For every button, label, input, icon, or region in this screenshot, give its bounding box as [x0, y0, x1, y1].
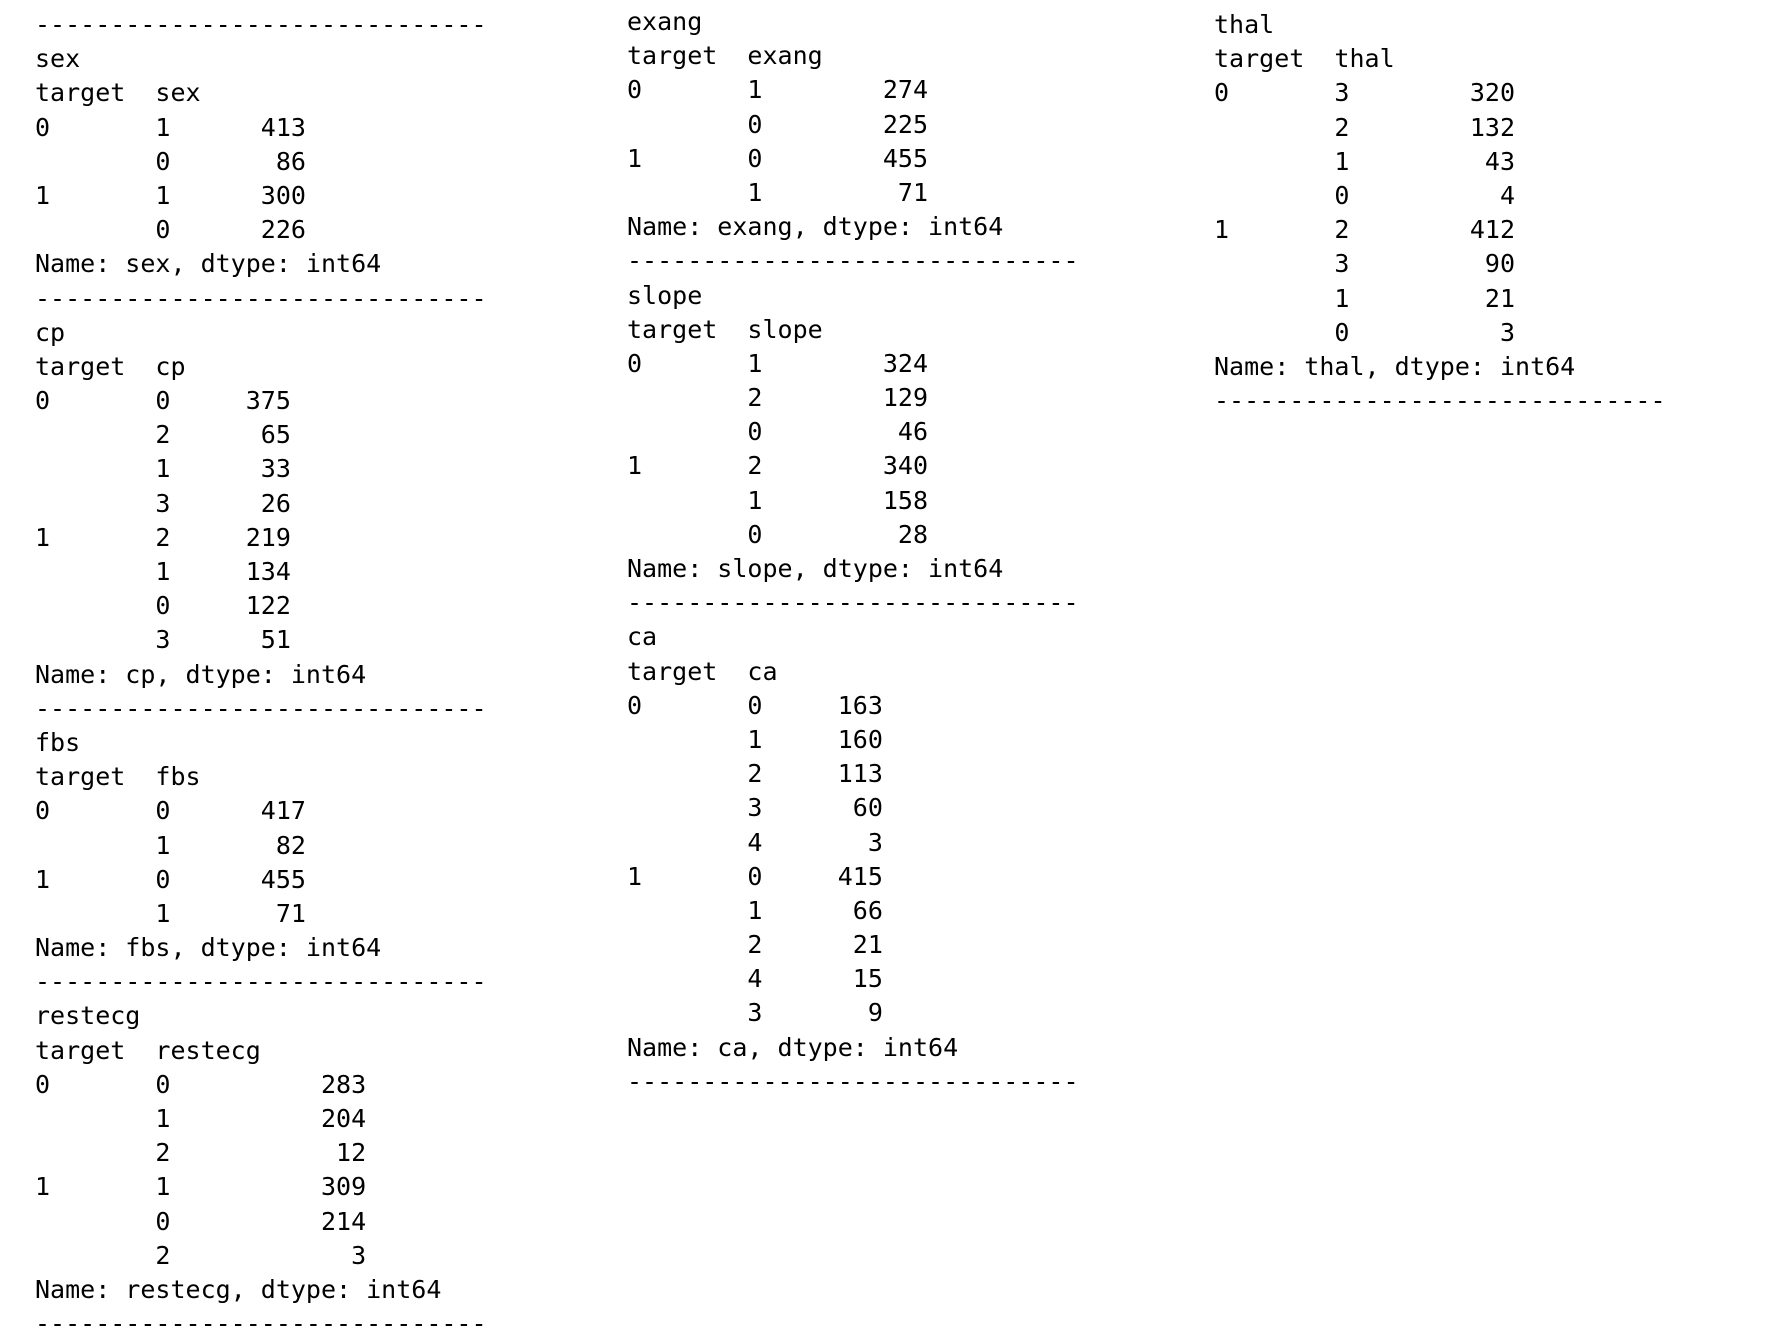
- value-row: 0 4: [1214, 180, 1516, 210]
- value-row: 1 71: [627, 177, 929, 207]
- value-row: 1 43: [1214, 146, 1516, 176]
- index-header: target sex: [35, 78, 201, 108]
- series-title: fbs: [35, 727, 81, 757]
- value-row: 1 160: [627, 724, 883, 754]
- separator-line: ------------------------------: [1214, 386, 1666, 416]
- separator-line: ------------------------------: [35, 283, 487, 313]
- series-title: thal: [1214, 10, 1275, 39]
- series-footer: Name: fbs, dtype: int64: [35, 933, 382, 963]
- value-row: 3 60: [627, 793, 883, 823]
- value-row: 4 3: [627, 827, 883, 857]
- value-row: 3 51: [35, 625, 291, 655]
- value-row: 1 1 300: [35, 180, 306, 210]
- value-row: 0 0 163: [627, 690, 883, 720]
- value-row: 1 82: [35, 830, 306, 860]
- value-row: 0 3: [1214, 317, 1516, 347]
- value-row: 1 2 340: [627, 451, 929, 481]
- value-row: 2 21: [627, 930, 883, 960]
- index-header: target fbs: [35, 762, 201, 792]
- index-header: target cp: [35, 351, 186, 381]
- series-title: cp: [35, 317, 66, 347]
- series-title: restecg: [35, 1001, 141, 1031]
- series-footer: Name: ca, dtype: int64: [627, 1032, 959, 1062]
- separator-line: ------------------------------: [627, 246, 1079, 276]
- value-row: 0 28: [627, 519, 929, 549]
- series-footer: Name: thal, dtype: int64: [1214, 351, 1576, 381]
- separator-line: ------------------------------: [35, 967, 487, 997]
- value-row: 1 71: [35, 898, 306, 928]
- value-row: 1 204: [35, 1104, 367, 1133]
- value-row: 0 0 283: [35, 1069, 367, 1099]
- series-footer: Name: cp, dtype: int64: [35, 659, 367, 689]
- index-header: target thal: [1214, 44, 1395, 74]
- value-row: 2 3: [35, 1240, 367, 1270]
- value-row: 0 214: [35, 1206, 367, 1236]
- separator-line: ------------------------------: [35, 1309, 487, 1339]
- value-row: 1 2 412: [1214, 215, 1516, 245]
- series-title: sex: [35, 44, 81, 74]
- separator-line: ------------------------------: [35, 10, 487, 39]
- value-row: 0 0 375: [35, 386, 291, 416]
- value-row: 0 86: [35, 146, 306, 176]
- output-column-left: ------------------------------ sex target …: [35, 8, 487, 1341]
- value-row: 4 15: [627, 964, 883, 994]
- index-header: target exang: [627, 41, 823, 71]
- value-row: 0 0 417: [35, 796, 306, 826]
- output-column-right: thal target thal 0 3 320 2 132 1 43 0 4 1 2…: [1214, 8, 1666, 418]
- separator-line: ------------------------------: [35, 693, 487, 723]
- separator-line: ------------------------------: [627, 1066, 1079, 1096]
- value-row: 0 1 413: [35, 112, 306, 142]
- series-title: ca: [627, 622, 658, 652]
- value-row: 1 66: [627, 895, 883, 925]
- series-footer: Name: restecg, dtype: int64: [35, 1274, 442, 1304]
- index-header: target ca: [627, 656, 778, 686]
- value-row: 1 158: [627, 485, 929, 515]
- value-row: 1 0 455: [627, 143, 929, 173]
- value-row: 1 33: [35, 454, 291, 484]
- value-row: 1 1 309: [35, 1172, 367, 1202]
- value-row: 0 1 274: [627, 75, 929, 105]
- value-row: 0 225: [627, 109, 929, 139]
- index-header: target restecg: [35, 1035, 261, 1065]
- value-row: 0 3 320: [1214, 78, 1516, 108]
- value-row: 2 113: [627, 759, 883, 789]
- value-row: 0 122: [35, 591, 291, 621]
- value-row: 2 132: [1214, 112, 1516, 142]
- series-footer: Name: slope, dtype: int64: [627, 554, 1004, 583]
- value-row: 0 46: [627, 417, 929, 447]
- value-row: 3 9: [627, 998, 883, 1028]
- separator-line: ------------------------------: [627, 588, 1079, 618]
- value-row: 1 0 415: [627, 861, 883, 891]
- value-row: 1 134: [35, 557, 291, 586]
- value-row: 2 12: [35, 1138, 367, 1168]
- series-footer: Name: exang, dtype: int64: [627, 212, 1004, 242]
- value-row: 3 26: [35, 488, 291, 518]
- value-row: 1 2 219: [35, 522, 291, 552]
- series-title: exang: [627, 7, 703, 36]
- value-row: 2 129: [627, 383, 929, 413]
- value-row: 3 90: [1214, 249, 1516, 279]
- output-column-middle: exang target exang 0 1 274 0 225 1 0 455 1 …: [627, 5, 1079, 1099]
- value-row: 1 21: [1214, 283, 1516, 313]
- series-title: slope: [627, 280, 703, 310]
- value-row: 2 65: [35, 420, 291, 450]
- value-row: 1 0 455: [35, 864, 306, 894]
- index-header: target slope: [627, 314, 823, 344]
- value-row: 0 226: [35, 215, 306, 245]
- value-row: 0 1 324: [627, 348, 929, 378]
- series-footer: Name: sex, dtype: int64: [35, 249, 382, 279]
